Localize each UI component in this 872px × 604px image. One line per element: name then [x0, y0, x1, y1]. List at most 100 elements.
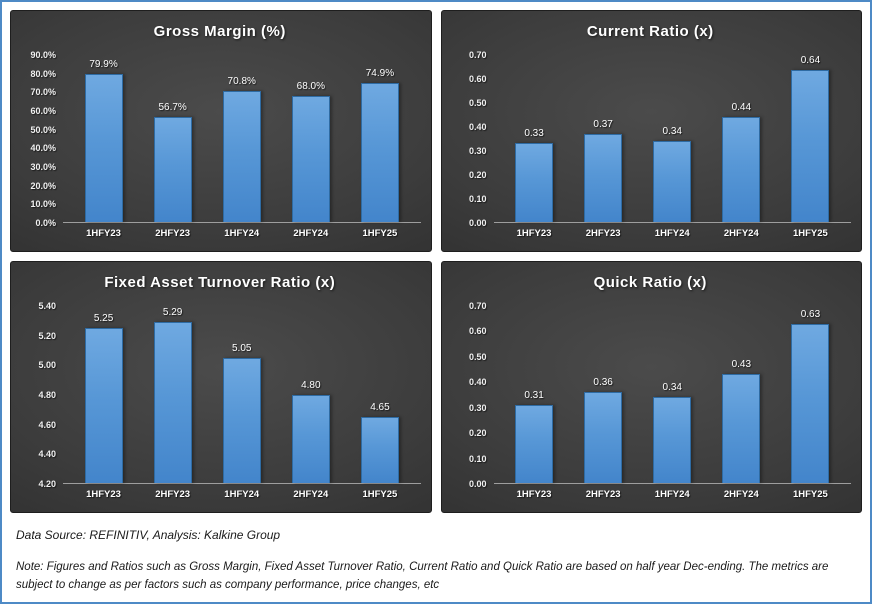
y-tick-label: 0.0%: [35, 218, 56, 228]
bar: [84, 328, 123, 483]
bar-slot: 0.37: [569, 55, 638, 222]
y-tick-label: 80.0%: [30, 68, 56, 79]
bar-slot: 0.63: [776, 306, 845, 483]
y-axis: 5.40 5.20 5.00 4.80 4.60 4.40 4.20: [19, 301, 63, 489]
bar-slot: 0.34: [638, 306, 707, 483]
bar-slot: 5.25: [69, 306, 138, 483]
bar-value-label: 0.43: [731, 359, 752, 371]
y-tick-label: 0.20: [468, 428, 487, 439]
x-category-label: 2HFY24: [723, 228, 759, 239]
bar: [722, 117, 761, 222]
x-axis-labels: 1HFY23 2HFY23 1HFY24 2HFY24 1HFY25: [494, 484, 852, 506]
y-tick-label: 30.0%: [30, 162, 56, 172]
x-axis-labels: 1HFY23 2HFY23 1HFY24 2HFY24 1HFY25: [63, 223, 421, 245]
x-category-label: 1HFY23: [86, 228, 121, 239]
y-tick-label: 50.0%: [30, 124, 56, 135]
bar: [791, 323, 830, 483]
bar-slot: 56.7%: [138, 55, 207, 222]
bar-value-label: 5.25: [93, 313, 114, 325]
x-category-label: 1HFY23: [516, 489, 552, 500]
bar-slot: 0.31: [500, 306, 569, 483]
x-category-label: 1HFY24: [224, 228, 260, 239]
y-tick-label: 0.60: [468, 326, 487, 337]
bars-area: 0.33 0.37 0.34 0.44 0.64: [493, 55, 851, 223]
chart-quick-ratio: Quick Ratio (x) 0.70 0.60 0.50 0.40 0.30 0.20…: [440, 261, 862, 513]
bar: [653, 397, 692, 483]
y-tick-label: 60.0%: [30, 106, 56, 116]
bar-slot: 0.33: [500, 55, 569, 222]
chart-title: Gross Margin (%): [153, 23, 286, 40]
bar-slot: 0.36: [569, 306, 638, 483]
x-category-label: 1HFY24: [654, 228, 690, 239]
x-axis-labels: 1HFY23 2HFY23 1HFY24 2HFY24 1HFY25: [63, 484, 421, 506]
plot-area: 90.0% 80.0% 70.0% 60.0% 50.0% 40.0% 30.0% 20.0%…: [19, 50, 421, 228]
note-text: Note: Figures and Ratios such as Gross M…: [16, 561, 829, 592]
bar-slot: 68.0%: [276, 55, 345, 222]
bar: [722, 374, 761, 483]
y-tick-label: 4.40: [38, 449, 56, 460]
bar-slot: 4.80: [276, 306, 345, 483]
bar-value-label: 0.64: [800, 55, 821, 66]
x-category-label: 1HFY25: [362, 228, 398, 239]
y-tick-label: 4.20: [38, 479, 56, 489]
bar-slot: 0.64: [776, 55, 845, 222]
bar: [584, 133, 623, 222]
plot-area: 5.40 5.20 5.00 4.80 4.60 4.40 4.20 5.25 5.29 5.0…: [19, 301, 421, 489]
bar: [291, 95, 330, 222]
bars-area: 5.25 5.29 5.05 4.80 4.65: [63, 306, 421, 484]
x-category-label: 2HFY24: [293, 228, 329, 239]
y-tick-label: 4.80: [38, 390, 56, 400]
bar: [291, 394, 330, 483]
y-tick-label: 0.30: [468, 146, 487, 156]
y-tick-label: 90.0%: [30, 50, 56, 60]
x-category-label: 2HFY23: [585, 489, 621, 500]
bar-value-label: 4.80: [301, 379, 321, 391]
bar: [584, 391, 623, 483]
x-category-label: 2HFY24: [293, 489, 329, 500]
bar: [360, 83, 399, 222]
bar: [153, 116, 192, 222]
bar: [515, 143, 554, 222]
x-category-label: 2HFY24: [723, 489, 759, 500]
x-category-label: 2HFY23: [585, 228, 621, 239]
y-tick-label: 0.70: [468, 50, 487, 60]
y-tick-label: 5.40: [38, 301, 56, 311]
bar-slot: 74.9%: [345, 55, 414, 222]
x-category-label: 1HFY23: [516, 228, 552, 239]
x-category-label: 1HFY25: [792, 228, 828, 239]
y-tick-label: 0.40: [468, 122, 487, 132]
x-category-label: 1HFY25: [792, 489, 828, 500]
x-category-label: 1HFY23: [86, 489, 121, 500]
bar-value-label: 0.34: [662, 382, 682, 394]
bar: [791, 70, 830, 222]
bar-value-label: 4.65: [370, 401, 390, 413]
bar-slot: 0.34: [638, 55, 707, 222]
bar: [222, 357, 261, 483]
y-tick-label: 4.60: [38, 419, 56, 430]
bar-value-label: 0.33: [524, 128, 544, 140]
bar: [515, 404, 554, 483]
bar-value-label: 0.37: [593, 118, 613, 130]
bar-value-label: 0.31: [524, 389, 544, 401]
bar-slot: 0.44: [707, 55, 776, 222]
chart-title: Current Ratio (x): [586, 23, 714, 40]
y-tick-label: 5.20: [38, 330, 56, 341]
bar-value-label: 70.8%: [227, 75, 256, 87]
bar-value-label: 0.63: [800, 308, 821, 320]
bar: [222, 90, 261, 222]
bar-value-label: 56.7%: [158, 101, 187, 113]
chart-current-ratio: Current Ratio (x) 0.70 0.60 0.50 0.40 0.30 0.…: [440, 10, 862, 252]
y-tick-label: 0.10: [468, 453, 487, 464]
x-category-label: 1HFY24: [224, 489, 260, 500]
y-tick-label: 0.10: [468, 194, 487, 204]
bar-slot: 0.43: [707, 306, 776, 483]
y-tick-label: 0.40: [468, 377, 487, 388]
y-tick-label: 20.0%: [30, 180, 56, 191]
bar-value-label: 68.0%: [296, 80, 325, 92]
chart-gross-margin: Gross Margin (%) 90.0% 80.0% 70.0% 60.0% 50.…: [10, 10, 432, 252]
bars-area: 79.9% 56.7% 70.8% 68.0% 74.9%: [63, 55, 421, 223]
bar: [360, 416, 399, 483]
plot-area: 0.70 0.60 0.50 0.40 0.30 0.20 0.10 0.00 0.33 0.3…: [450, 50, 851, 228]
bars-area: 0.31 0.36 0.34 0.43 0.63: [493, 306, 851, 484]
y-tick-label: 40.0%: [30, 143, 56, 154]
